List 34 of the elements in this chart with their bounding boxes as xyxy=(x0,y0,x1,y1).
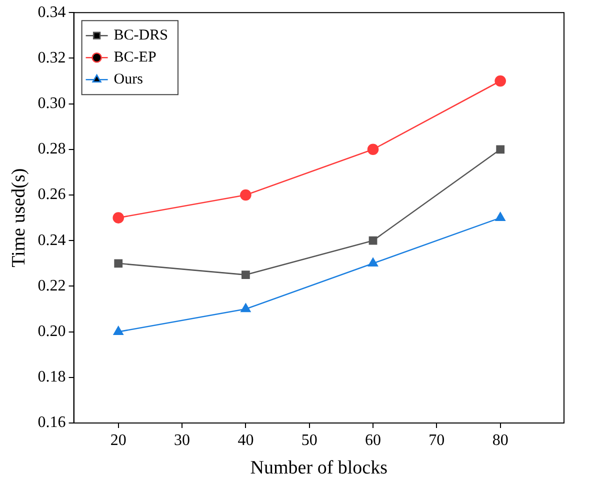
legend-label: BC-DRS xyxy=(114,28,168,44)
y-axis-title: Time used(s) xyxy=(8,168,30,268)
y-tick-label: 0.32 xyxy=(38,49,66,66)
y-tick-label: 0.30 xyxy=(38,95,66,112)
x-axis-title: Number of blocks xyxy=(250,458,388,479)
y-tick-label: 0.22 xyxy=(38,277,66,294)
y-tick-label: 0.18 xyxy=(38,368,66,386)
point xyxy=(368,258,378,267)
point xyxy=(367,144,379,156)
y-tick-label: 0.28 xyxy=(38,140,66,158)
y-tick-label: 0.24 xyxy=(38,232,66,249)
point xyxy=(240,189,252,201)
point xyxy=(496,145,505,154)
point xyxy=(242,270,250,279)
x-tick-label: 50 xyxy=(301,432,318,449)
point xyxy=(495,212,506,221)
point xyxy=(112,212,124,224)
point xyxy=(114,259,123,268)
point xyxy=(113,326,124,335)
legend-label: Ours xyxy=(114,72,144,88)
point xyxy=(240,303,251,312)
x-tick-label: 70 xyxy=(428,432,445,449)
x-tick-label: 40 xyxy=(238,432,254,449)
x-tick-label: 80 xyxy=(492,432,508,449)
x-tick-label: 30 xyxy=(174,432,190,449)
point xyxy=(494,75,506,87)
point xyxy=(368,236,378,245)
y-tick-label: 0.26 xyxy=(38,186,66,204)
y-tick-label: 0.20 xyxy=(38,323,66,340)
x-tick-label: 20 xyxy=(110,432,126,449)
y-tick-label: 0.16 xyxy=(38,414,66,432)
y-tick-label: 0.34 xyxy=(38,4,66,21)
legend-label: BC-EP xyxy=(114,50,156,66)
x-tick-label: 60 xyxy=(365,432,382,449)
